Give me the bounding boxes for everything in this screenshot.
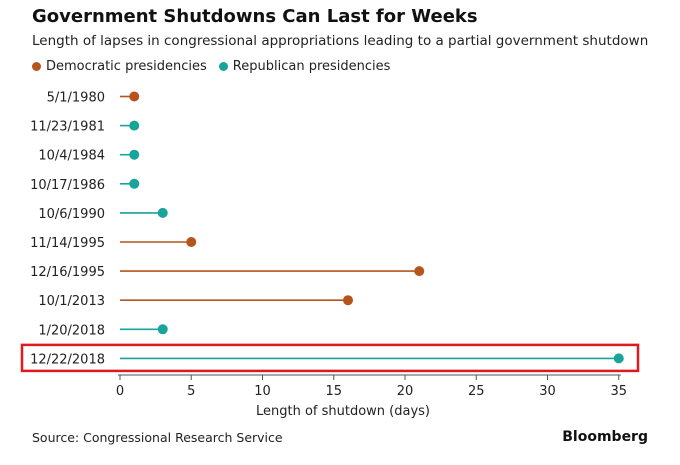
y-category-label: 12/22/2018	[30, 352, 105, 367]
lollipop-dot	[613, 353, 624, 364]
lollipop-dot	[129, 120, 140, 131]
lollipop-dot	[157, 207, 168, 218]
legend-dot-democratic	[32, 62, 41, 71]
source-note: Source: Congressional Research Service	[32, 430, 283, 445]
lollipop-dot	[343, 295, 353, 306]
chart-title: Government Shutdowns Can Last for Weeks	[32, 6, 478, 27]
y-category-label: 12/16/1995	[30, 265, 105, 280]
legend-label-republican: Republican presidencies	[232, 59, 391, 74]
lollipop-dot	[157, 324, 168, 335]
chart-subtitle: Length of lapses in congressional approp…	[32, 33, 649, 49]
y-category-label: 11/14/1995	[30, 236, 105, 251]
x-tick-label: 10	[254, 384, 271, 399]
y-category-label: 1/20/2018	[38, 323, 105, 338]
brand-logo: Bloomberg	[562, 429, 648, 445]
legend-label-democratic: Democratic presidencies	[46, 59, 207, 74]
lollipop-dot	[129, 149, 140, 160]
x-tick-label: 20	[397, 384, 414, 399]
x-axis-label: Length of shutdown (days)	[256, 404, 430, 419]
chart-legend: Democratic presidencies Republican presi…	[32, 59, 402, 74]
x-tick-label: 35	[610, 384, 627, 399]
y-category-label: 5/1/1980	[47, 91, 105, 106]
y-category-label: 10/1/2013	[38, 294, 105, 309]
x-tick-label: 30	[539, 384, 556, 399]
x-tick-label: 15	[325, 384, 342, 399]
lollipop-dot	[129, 91, 140, 102]
y-category-label: 10/4/1984	[38, 149, 105, 164]
x-tick-label: 0	[116, 384, 124, 399]
y-category-label: 10/6/1990	[38, 207, 105, 222]
legend-item-democratic: Democratic presidencies	[32, 59, 207, 74]
highlight-box	[20, 343, 640, 373]
y-category-label: 11/23/1981	[30, 120, 105, 135]
legend-dot-republican	[218, 62, 228, 71]
lollipop-chart: 0 5 10 15 20 25 30 35 Length of shutdown (days) 5…	[20, 91, 640, 419]
x-tick-label: 25	[468, 384, 485, 399]
lollipop-dot	[414, 266, 425, 277]
lollipop-dot	[129, 178, 140, 189]
legend-item-republican: Republican presidencies	[218, 59, 391, 74]
y-category-label: 10/17/1986	[30, 178, 105, 193]
x-tick-label: 5	[187, 384, 195, 399]
lollipop-dot	[186, 237, 197, 247]
